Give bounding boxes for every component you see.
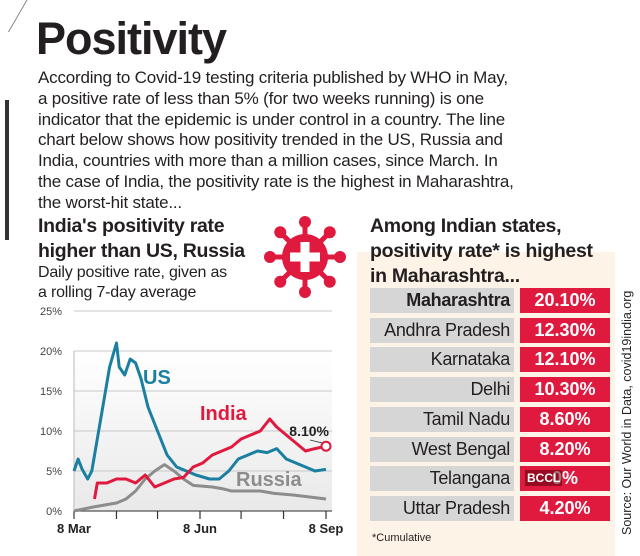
page-title: Positivity bbox=[36, 13, 227, 64]
state-row: Karnataka 12.10% bbox=[370, 347, 615, 373]
series-line-russia bbox=[73, 463, 327, 513]
y-tick-label: 15% bbox=[40, 386, 62, 398]
state-name: West Bengal bbox=[370, 436, 514, 462]
chart-heading: India's positivity rate higher than US, … bbox=[38, 214, 245, 264]
state-row: Tamil Nadu 8.60% bbox=[370, 406, 615, 432]
chart-subheading-line: a rolling 7-day average bbox=[38, 284, 197, 301]
chart-subheading: Daily positive rate, given as a rolling … bbox=[38, 263, 227, 303]
state-name: Telangana bbox=[370, 466, 514, 492]
x-tick-label: 8 Jun bbox=[183, 521, 217, 536]
y-tick-label: 0% bbox=[46, 506, 62, 518]
annotation-marker bbox=[320, 440, 332, 452]
state-value-bar: 4.20% bbox=[520, 495, 610, 521]
state-name: Tamil Nadu bbox=[370, 406, 514, 432]
intro-paragraph: According to Covid-19 testing criteria p… bbox=[38, 68, 514, 214]
state-name: Andhra Pradesh bbox=[370, 317, 514, 343]
states-heading-line: in Maharashtra... bbox=[370, 265, 520, 287]
y-tick-label: 20% bbox=[40, 346, 62, 358]
state-row: Andhra Pradesh 12.30% bbox=[370, 317, 615, 343]
states-heading: Among Indian states, positivity rate* is… bbox=[370, 214, 593, 289]
series-label: India bbox=[200, 403, 248, 425]
y-tick-label: 25% bbox=[40, 306, 62, 318]
intro-line: chart below shows how positivity trended… bbox=[38, 130, 503, 150]
intro-line: the case of India, the positivity rate i… bbox=[38, 171, 514, 191]
intro-line: India, countries with more than a millio… bbox=[38, 151, 498, 171]
chart-heading-line: India's positivity rate bbox=[38, 215, 225, 237]
chart-heading-line: higher than US, Russia bbox=[38, 240, 245, 262]
state-row: Telangana 0% BCCL bbox=[370, 466, 615, 492]
state-row: West Bengal 8.20% bbox=[370, 436, 615, 462]
annotation-leader bbox=[309, 439, 324, 444]
intro-line: a positive rate of less than 5% (for two… bbox=[38, 88, 484, 108]
state-value-bar: 12.10% bbox=[520, 347, 610, 373]
state-value-bar: 20.10% bbox=[520, 288, 610, 313]
states-heading-line: Among Indian states, bbox=[370, 215, 562, 237]
virus-icon bbox=[264, 216, 346, 298]
chart-subheading-line: Daily positive rate, given as bbox=[38, 264, 227, 281]
state-row: Maharashtra 20.10% bbox=[370, 288, 615, 313]
bccl-watermark: BCCL bbox=[525, 470, 563, 487]
state-value-bar: 12.30% bbox=[520, 317, 610, 343]
accent-bar bbox=[5, 100, 9, 240]
series-line-india bbox=[93, 417, 327, 500]
state-value-bar: 8.60% bbox=[520, 406, 610, 432]
state-name: Karnataka bbox=[370, 347, 514, 373]
intro-line: indicator that the epidemic is under con… bbox=[38, 109, 505, 129]
state-name: Uttar Pradesh bbox=[370, 495, 514, 521]
y-tick-label: 10% bbox=[40, 426, 62, 438]
footnote: *Cumulative bbox=[372, 532, 432, 544]
state-name: Delhi bbox=[370, 377, 514, 403]
series-line-us bbox=[72, 341, 327, 481]
x-tick-label: 8 Mar bbox=[57, 521, 91, 536]
states-heading-line: positivity rate* is highest bbox=[370, 240, 593, 262]
state-row: Delhi 10.30% bbox=[370, 377, 615, 403]
annotation-label: 8.10% bbox=[289, 423, 329, 439]
state-row: Uttar Pradesh 4.20% bbox=[370, 495, 615, 521]
series-label: Russia bbox=[236, 469, 302, 491]
y-tick-label: 5% bbox=[46, 466, 62, 478]
intro-line: the worst-hit state... bbox=[38, 192, 182, 212]
state-name: Maharashtra bbox=[370, 288, 514, 313]
x-tick-label: 8 Sep bbox=[309, 521, 344, 536]
state-value-bar: 8.20% bbox=[520, 436, 610, 462]
state-value-bar: 10.30% bbox=[520, 377, 610, 403]
series-label: US bbox=[143, 367, 171, 389]
intro-line: According to Covid-19 testing criteria p… bbox=[38, 68, 508, 87]
